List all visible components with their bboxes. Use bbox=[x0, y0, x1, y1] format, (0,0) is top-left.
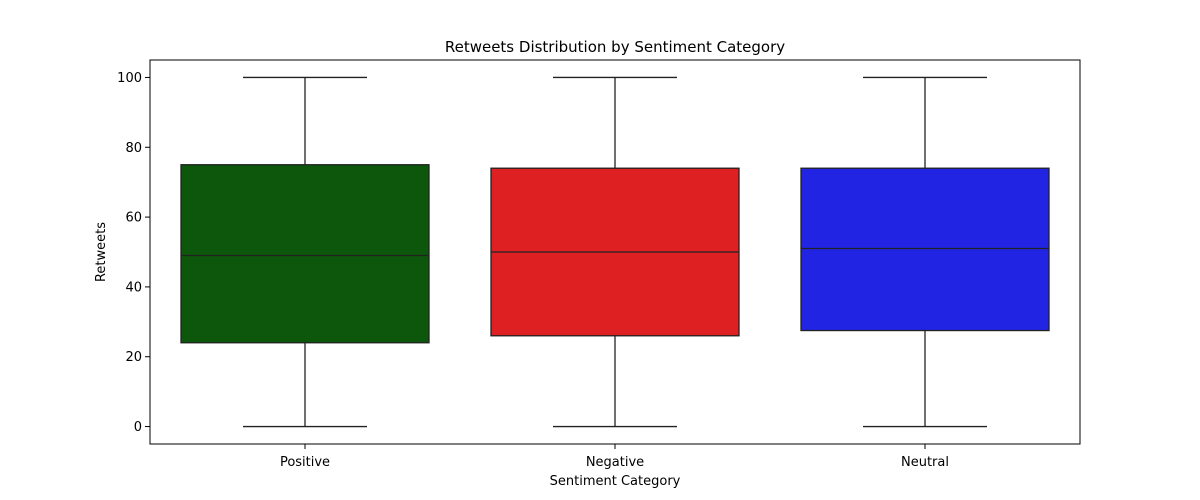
box-neutral bbox=[800, 167, 1050, 332]
y-tick-label: 40 bbox=[125, 280, 142, 295]
y-axis-label: Retweets bbox=[94, 222, 109, 282]
y-tick-label: 0 bbox=[134, 420, 142, 435]
box-positive bbox=[180, 164, 430, 344]
y-tick-label: 100 bbox=[117, 71, 142, 86]
x-tick-label-negative: Negative bbox=[586, 455, 644, 470]
x-axis-label: Sentiment Category bbox=[550, 474, 681, 489]
x-tick-label-neutral: Neutral bbox=[901, 455, 949, 470]
x-tick-label-positive: Positive bbox=[280, 455, 330, 470]
y-tick-label: 60 bbox=[125, 211, 142, 226]
y-tick-label: 80 bbox=[125, 141, 142, 156]
y-tick-label: 20 bbox=[125, 350, 142, 365]
plot-frame bbox=[149, 59, 1081, 445]
chart-title: Retweets Distribution by Sentiment Categ… bbox=[445, 38, 785, 56]
